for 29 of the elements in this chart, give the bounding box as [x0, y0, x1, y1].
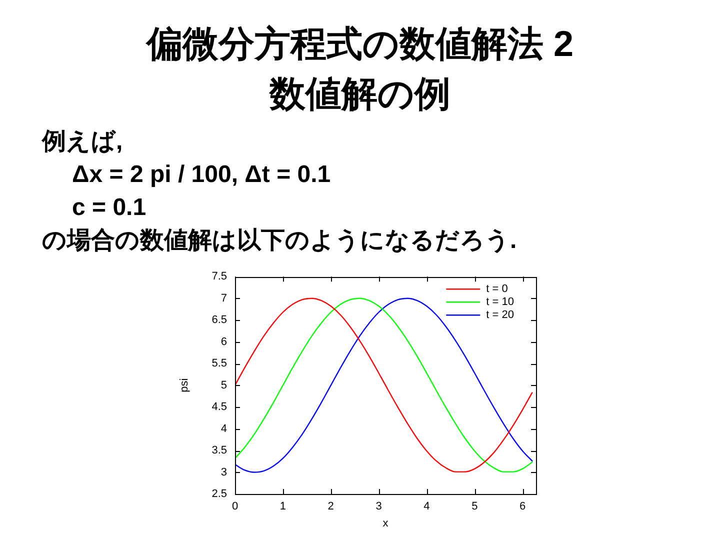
x-axis-title: x: [382, 517, 389, 530]
y-tick-label: 5.5: [212, 358, 227, 370]
x-tick-label: 1: [280, 500, 286, 513]
y-tick-label: 5: [220, 379, 227, 392]
y-tick-label: 2.5: [212, 488, 227, 500]
x-tick-label: 3: [376, 500, 382, 513]
x-tick-label: 5: [472, 500, 478, 513]
legend-label: t = 0: [486, 283, 508, 296]
y-tick-label: 7.5: [212, 270, 227, 283]
y-axis-title: psi: [178, 378, 191, 392]
chart-subtitle: 数値解の例: [268, 72, 452, 116]
text: の場合の数値解は以下のようになるだろう.: [42, 226, 517, 256]
y-tick-label: 3: [220, 466, 227, 478]
x-tick-label: 4: [424, 500, 430, 513]
x-tick-label: 2: [328, 500, 334, 513]
text: Δx = 2 pi / 100, Δt = 0.1: [72, 160, 331, 190]
y-tick-label: 3.5: [212, 444, 227, 457]
y-tick-label: 6.5: [212, 314, 227, 326]
y-tick-label: 4.5: [212, 401, 227, 414]
y-tick-label: 6: [220, 336, 227, 348]
x-tick-label: 0: [232, 500, 238, 513]
y-tick-label: 7: [220, 292, 227, 304]
chart-title: 偏微分方程式の数値解法 2: [144, 22, 575, 66]
text: c = 0.1: [72, 193, 146, 223]
x-tick-label: 6: [520, 500, 526, 513]
y-tick-label: 4: [220, 422, 227, 435]
text: 例えば,: [42, 127, 123, 157]
legend-label: t = 10: [486, 296, 514, 308]
legend-label: t = 20: [486, 309, 514, 322]
